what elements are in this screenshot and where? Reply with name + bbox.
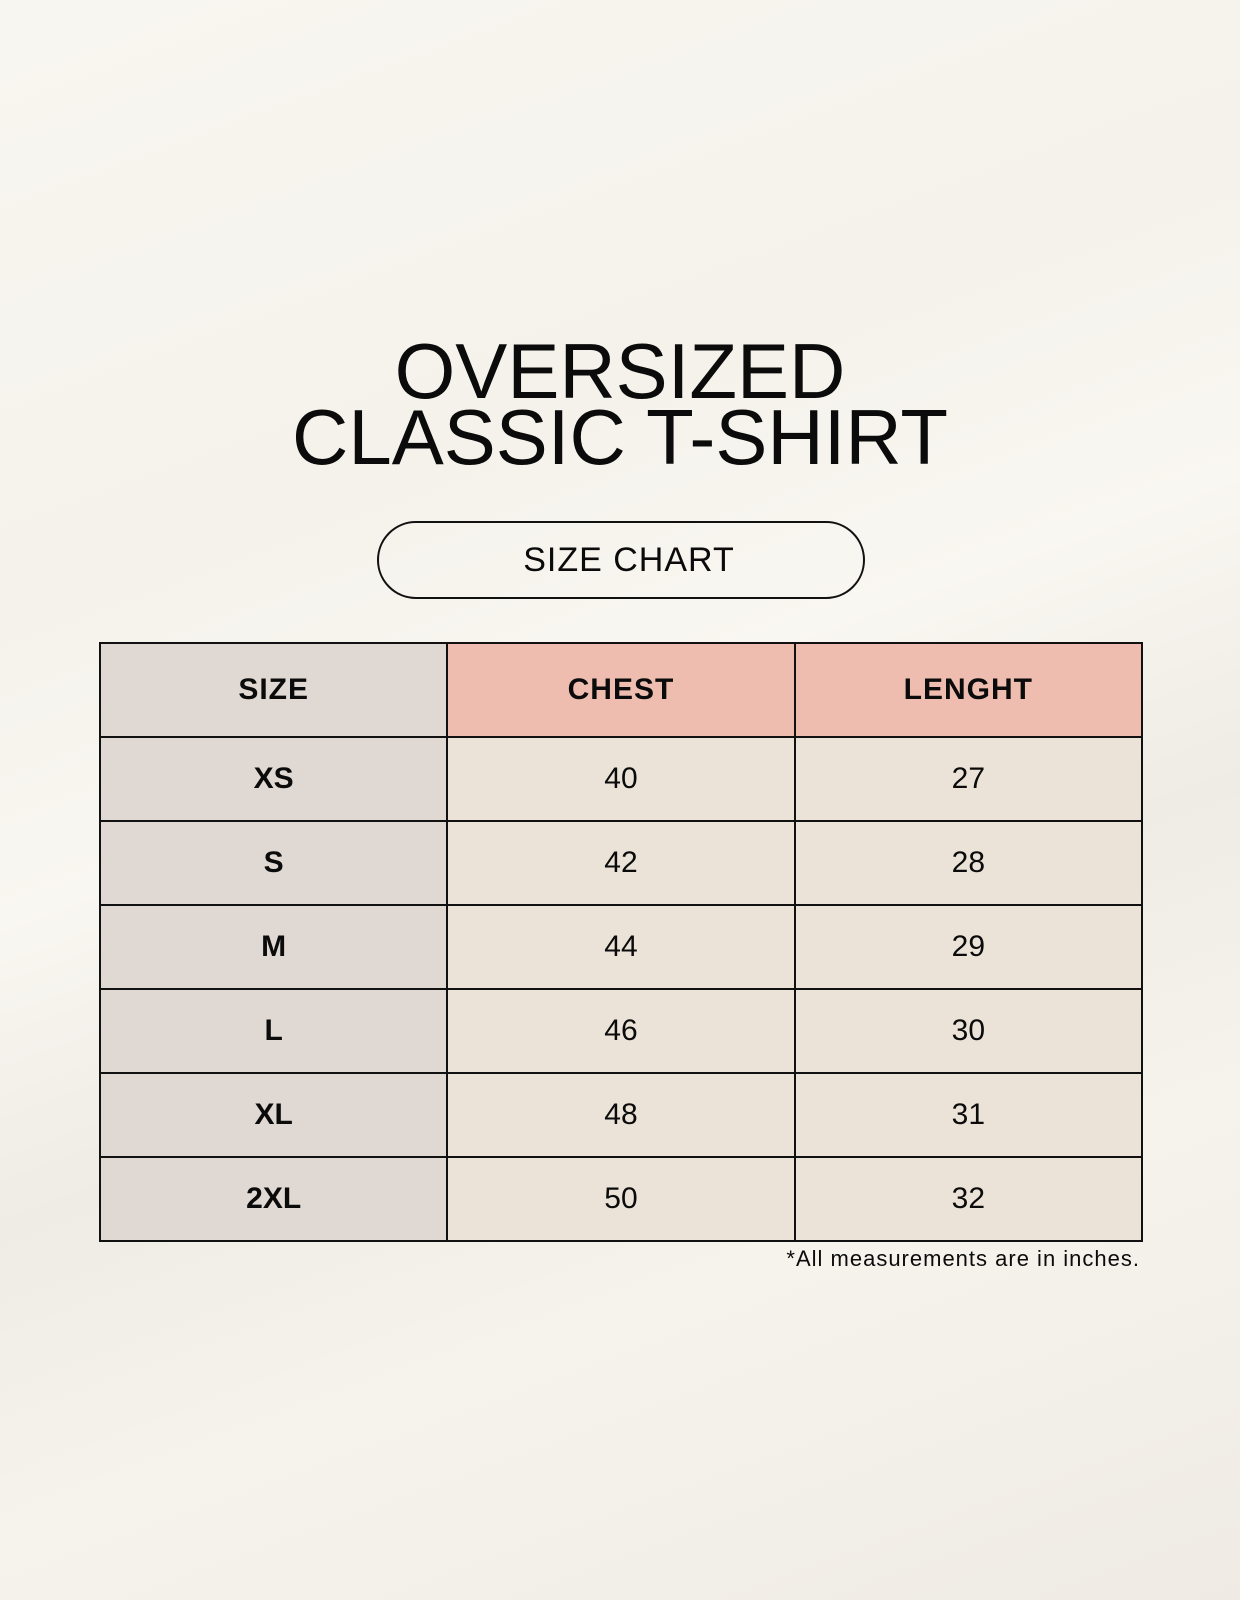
table-row: L 46 30 — [98, 988, 1144, 1074]
page-title: OVERSIZED CLASSIC T-SHIRT — [0, 327, 1240, 481]
cell-size: M — [98, 904, 449, 990]
title-line-2: CLASSIC T-SHIRT — [292, 393, 948, 481]
header-chest: CHEST — [446, 642, 796, 738]
footnote: *All measurements are in inches. — [786, 1246, 1140, 1271]
cell-chest: 50 — [446, 1156, 796, 1242]
size-table: SIZE CHEST LENGHT XS 40 27 S 42 28 M 44 29 L 46 30 X… — [98, 642, 1144, 1242]
cell-length: 27 — [793, 736, 1144, 822]
cell-chest: 46 — [446, 988, 796, 1074]
size-chart-badge: SIZE CHART — [377, 521, 865, 599]
table-row: 2XL 50 32 — [98, 1156, 1144, 1242]
header-size: SIZE — [98, 642, 449, 738]
title-line-1: OVERSIZED — [394, 327, 846, 415]
table-row: XL 48 31 — [98, 1072, 1144, 1158]
cell-chest: 48 — [446, 1072, 796, 1158]
header-length: LENGHT — [793, 642, 1144, 738]
header-row: SIZE CHEST LENGHT — [98, 642, 1144, 738]
cell-length: 31 — [793, 1072, 1144, 1158]
cell-chest: 40 — [446, 736, 796, 822]
cell-size: 2XL — [98, 1156, 449, 1242]
cell-length: 28 — [793, 820, 1144, 906]
cell-size: L — [98, 988, 449, 1074]
cell-size: S — [98, 820, 449, 906]
cell-chest: 44 — [446, 904, 796, 990]
table-row: XS 40 27 — [98, 736, 1144, 822]
cell-size: XL — [98, 1072, 449, 1158]
cell-size: XS — [98, 736, 449, 822]
cell-length: 32 — [793, 1156, 1144, 1242]
cell-length: 29 — [793, 904, 1144, 990]
table-row: S 42 28 — [98, 820, 1144, 906]
table-row: M 44 29 — [98, 904, 1144, 990]
cell-length: 30 — [793, 988, 1144, 1074]
cell-chest: 42 — [446, 820, 796, 906]
